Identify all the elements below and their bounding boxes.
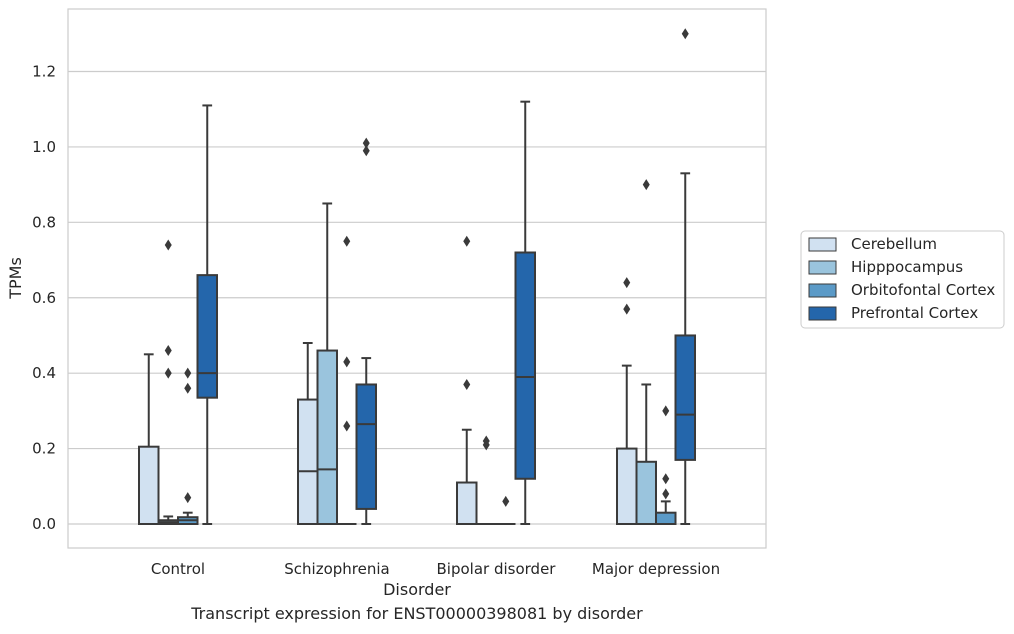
grid-lines [68, 70, 766, 525]
x-axis-label: Disorder [383, 580, 451, 599]
y-tick-label: 0.8 [32, 213, 56, 231]
outlier-point [184, 382, 192, 394]
x-tick-label: Schizophrenia [284, 560, 389, 578]
y-tick-label: 0.2 [32, 440, 56, 458]
x-tick-labels: Control Schizophrenia Bipolar disorder Majo… [151, 560, 720, 578]
y-tick-label: 0.0 [32, 515, 56, 533]
outlier-point [662, 405, 670, 417]
box-1-0 [157, 239, 179, 526]
box-iqr [316, 349, 338, 525]
outlier-point [362, 145, 370, 157]
box-iqr [196, 274, 218, 399]
outlier-point [642, 179, 650, 191]
outlier-point [662, 473, 670, 485]
outlier-point [184, 492, 192, 504]
legend-swatch [808, 260, 837, 275]
box-iqr [138, 445, 160, 525]
outlier-point [362, 137, 370, 149]
outlier-point [343, 235, 351, 247]
legend-entry-label: Prefrontal Cortex [851, 304, 978, 322]
box-1-1 [316, 202, 338, 525]
y-tick-label: 1.2 [32, 63, 56, 81]
outlier-point [623, 303, 631, 315]
outlier-point [502, 495, 510, 507]
plot-frame [67, 8, 767, 549]
legend-swatch [808, 283, 837, 298]
plot-marks [138, 28, 696, 526]
box-iqr [655, 511, 677, 525]
box-0-2 [456, 235, 478, 526]
legend-entry-label: Orbitofontal Cortex [851, 281, 995, 299]
legend-frame [800, 230, 1005, 329]
box-2-1 [337, 235, 357, 525]
outlier-point [662, 488, 670, 500]
box-0-0 [138, 353, 160, 525]
box-iqr [514, 251, 536, 480]
y-axis-label: TPMs [6, 257, 25, 300]
outlier-point [623, 277, 631, 289]
outlier-point [164, 239, 172, 251]
legend-entry-label: Hipppocampus [851, 258, 963, 276]
x-tick-label: Control [151, 560, 205, 578]
box-2-3 [655, 405, 677, 525]
box-3-1 [355, 137, 377, 525]
box-1-3 [635, 179, 657, 525]
box-iqr [674, 334, 696, 461]
legend-entry-label: Cerebellum [851, 235, 937, 253]
legend-swatch [808, 306, 837, 321]
box-iqr [456, 481, 478, 526]
outlier-point [164, 367, 172, 379]
y-tick-labels: 0.0 0.2 0.4 0.6 0.8 1.0 1.2 [32, 63, 56, 534]
box-iqr [635, 460, 657, 525]
x-tick-label: Bipolar disorder [437, 560, 557, 578]
y-tick-label: 1.0 [32, 138, 56, 156]
box-iqr [355, 383, 377, 510]
outlier-point [463, 235, 471, 247]
box-1-2 [476, 435, 496, 525]
outlier-point [463, 378, 471, 390]
box-3-0 [196, 104, 218, 525]
outlier-point [184, 367, 192, 379]
outlier-point [681, 28, 689, 40]
legend-swatch [808, 237, 837, 252]
outlier-point [343, 356, 351, 368]
outlier-point [482, 435, 490, 447]
box-3-3 [674, 28, 696, 525]
box-0-3 [616, 277, 638, 526]
box-0-1 [297, 342, 319, 525]
y-tick-label: 0.4 [32, 364, 56, 382]
box-2-2 [496, 495, 516, 525]
outlier-point [343, 420, 351, 432]
figure-caption: Transcript expression for ENST0000039808… [191, 604, 643, 623]
legend: Cerebellum Hipppocampus Orbitofontal Corte… [800, 230, 1005, 329]
y-tick-label: 0.6 [32, 289, 56, 307]
x-tick-label: Major depression [592, 560, 720, 578]
box-iqr [616, 447, 638, 526]
box-iqr [297, 398, 319, 525]
outlier-point [164, 345, 172, 357]
box-3-2 [514, 100, 536, 525]
box-2-0 [177, 367, 199, 526]
